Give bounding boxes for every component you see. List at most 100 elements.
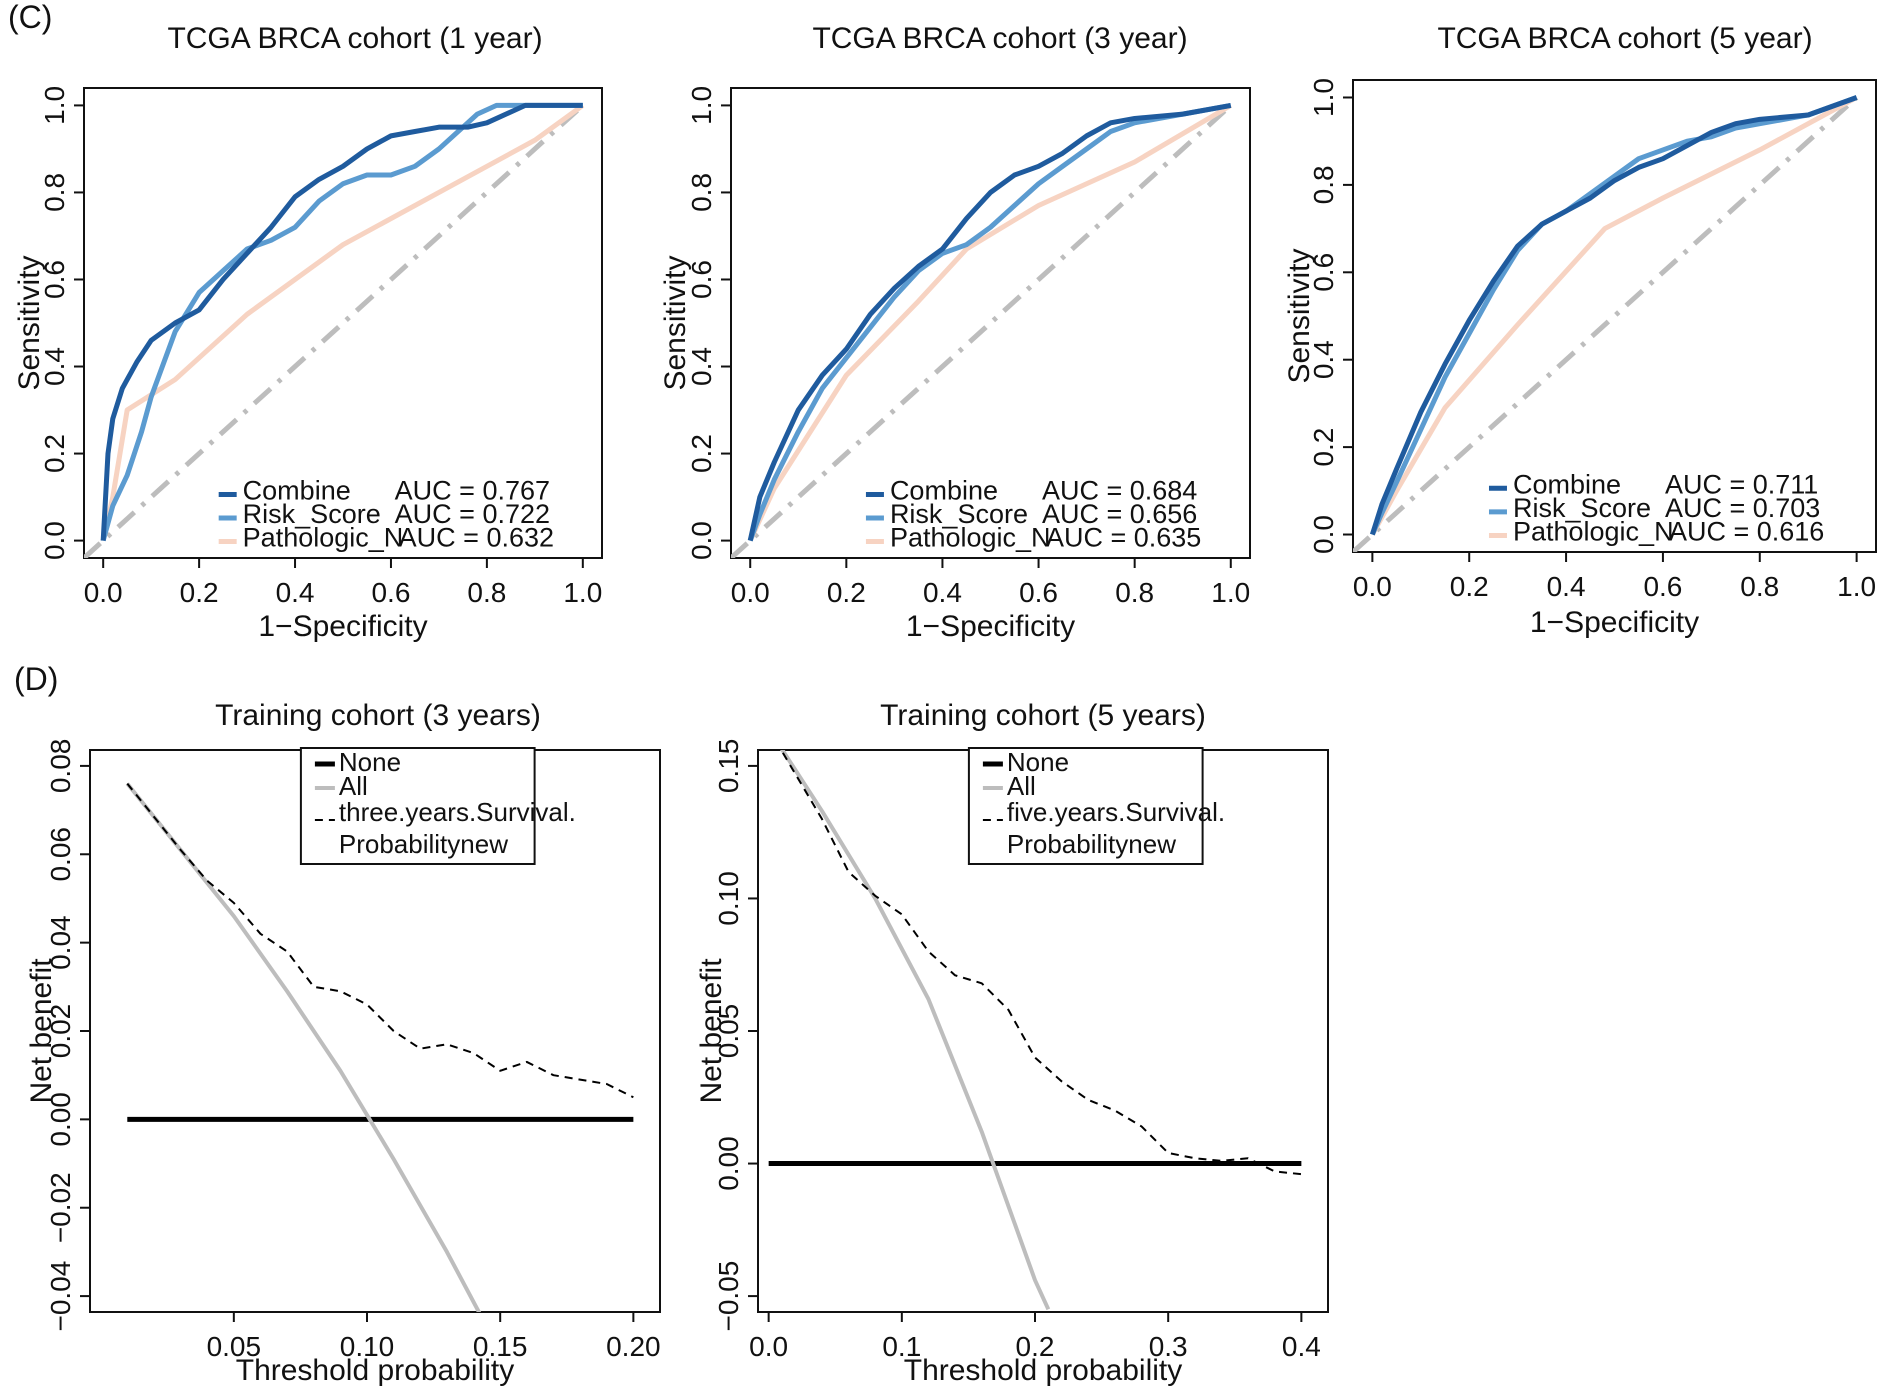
y-axis-label: Sensitivity	[659, 255, 692, 390]
legend-label: five.years.Survival.	[1007, 797, 1225, 827]
x-tick-label: 0.8	[467, 577, 506, 608]
panel-label-c: (C)	[8, 0, 52, 35]
legend-auc: AUC = 0.616	[1669, 517, 1824, 547]
legend-label: None	[1007, 747, 1069, 777]
x-tick-label: 0.20	[606, 1331, 661, 1362]
panel-label-d: (D)	[14, 661, 58, 697]
series-line-combine	[747, 102, 1232, 542]
reference-diagonal	[731, 103, 1233, 558]
y-tick-label: 0.02	[45, 1004, 76, 1059]
legend-auc: AUC = 0.767	[395, 476, 550, 506]
x-tick-label: 0.8	[1115, 577, 1154, 608]
roc-chart-1-year: TCGA BRCA cohort (1 year) 1−Specificity Se…	[13, 22, 603, 643]
x-tick-label: 0.0	[731, 577, 770, 608]
y-tick-label: −0.04	[45, 1261, 76, 1332]
x-tick-label: 0.2	[1016, 1331, 1055, 1362]
x-tick-label: 0.15	[473, 1331, 528, 1362]
dca-chart-5-years: Training cohort (5 years) Threshold proba…	[695, 699, 1329, 1387]
x-tick-label: 0.4	[1547, 571, 1586, 602]
x-tick-label: 0.6	[1019, 577, 1058, 608]
series-line-combine	[100, 102, 583, 541]
plot-area	[768, 750, 1302, 1311]
x-axis-label: Threshold probability	[904, 1354, 1182, 1387]
x-tick-label: 0.2	[180, 577, 219, 608]
y-tick-label: 1.0	[1308, 78, 1339, 117]
y-tick-label: −0.05	[713, 1261, 744, 1332]
series-line-risk-score	[747, 102, 1232, 542]
series-line-pathologic-n	[747, 103, 1233, 542]
legend-label: Pathologic_N	[1513, 517, 1674, 547]
y-tick-label: 0.8	[686, 173, 717, 212]
series-line-pathologic-n	[1370, 95, 1858, 536]
y-tick-label: 0.4	[39, 347, 70, 386]
y-tick-label: 0.0	[1308, 515, 1339, 554]
x-tick-label: 1.0	[1211, 577, 1250, 608]
legend-auc: AUC = 0.722	[395, 499, 550, 529]
series-line-risk-score	[100, 102, 583, 542]
y-axis-label: Sensitivity	[13, 255, 46, 390]
y-tick-label: 0.04	[45, 915, 76, 970]
y-tick-label: 0.8	[1308, 165, 1339, 204]
legend-auc: AUC = 0.656	[1042, 499, 1197, 529]
legend-label: All	[1007, 771, 1036, 801]
legend-box	[299, 747, 536, 865]
y-tick-label: −0.02	[45, 1172, 76, 1243]
x-tick-label: 0.0	[749, 1331, 788, 1362]
y-tick-label: 0.2	[39, 434, 70, 473]
y-tick-label: 1.0	[686, 86, 717, 125]
series-line-pathologic-n	[100, 103, 585, 542]
x-tick-label: 0.4	[923, 577, 962, 608]
y-tick-label: 0.6	[39, 260, 70, 299]
legend-label: Combine	[890, 476, 998, 506]
y-tick-label: 0.2	[1308, 428, 1339, 467]
plot-area	[1353, 95, 1859, 552]
x-tick-label: 0.8	[1740, 571, 1779, 602]
y-axis-label: Net benefit	[25, 958, 58, 1104]
y-tick-label: 0.2	[686, 434, 717, 473]
x-axis-label: Threshold probability	[236, 1354, 514, 1387]
series-line-all	[780, 750, 1051, 1311]
plot-area	[731, 102, 1233, 558]
x-tick-label: 0.05	[207, 1331, 262, 1362]
legend-label: All	[339, 771, 368, 801]
y-tick-label: 0.8	[39, 173, 70, 212]
y-axis-label: Net benefit	[695, 958, 728, 1104]
legend-label: Risk_Score	[890, 499, 1028, 529]
x-axis-label: 1−Specificity	[258, 610, 427, 643]
legend-label: Pathologic_N	[243, 523, 404, 553]
legend-label: three.years.Survival.	[339, 797, 576, 827]
legend-label: None	[339, 747, 401, 777]
series-line-combine	[1369, 95, 1858, 536]
plot-frame	[83, 87, 603, 559]
legend-label: Probabilitynew	[1007, 829, 1176, 859]
x-tick-label: 0.0	[1353, 571, 1392, 602]
reference-diagonal	[1353, 95, 1859, 552]
y-tick-label: 0.4	[686, 347, 717, 386]
x-tick-label: 0.1	[882, 1331, 921, 1362]
legend-label: Combine	[1513, 469, 1621, 499]
y-tick-label: 0.4	[1308, 340, 1339, 379]
y-tick-label: 0.6	[686, 260, 717, 299]
y-tick-label: 0.10	[713, 871, 744, 926]
legend-label: Pathologic_N	[890, 523, 1051, 553]
y-tick-label: 0.6	[1308, 253, 1339, 292]
series-line-all	[125, 782, 482, 1312]
y-tick-label: 0.08	[45, 739, 76, 794]
legend-label: Probabilitynew	[339, 829, 508, 859]
plot-frame	[730, 87, 1251, 559]
legend-auc: AUC = 0.635	[1046, 523, 1201, 553]
plot-frame	[1352, 79, 1877, 553]
x-tick-label: 0.6	[371, 577, 410, 608]
x-axis-label: 1−Specificity	[906, 610, 1075, 643]
x-tick-label: 0.2	[827, 577, 866, 608]
x-tick-label: 1.0	[563, 577, 602, 608]
legend-label: Combine	[243, 476, 351, 506]
x-axis-label: 1−Specificity	[1530, 606, 1699, 639]
legend-label: Risk_Score	[243, 499, 381, 529]
chart-title: Training cohort (5 years)	[880, 699, 1206, 732]
legend-label: Risk_Score	[1513, 493, 1651, 523]
legend-auc: AUC = 0.684	[1042, 476, 1197, 506]
chart-title: TCGA BRCA cohort (5 year)	[1437, 22, 1812, 55]
dca-chart-3-years: Training cohort (3 years) Threshold proba…	[25, 699, 661, 1387]
